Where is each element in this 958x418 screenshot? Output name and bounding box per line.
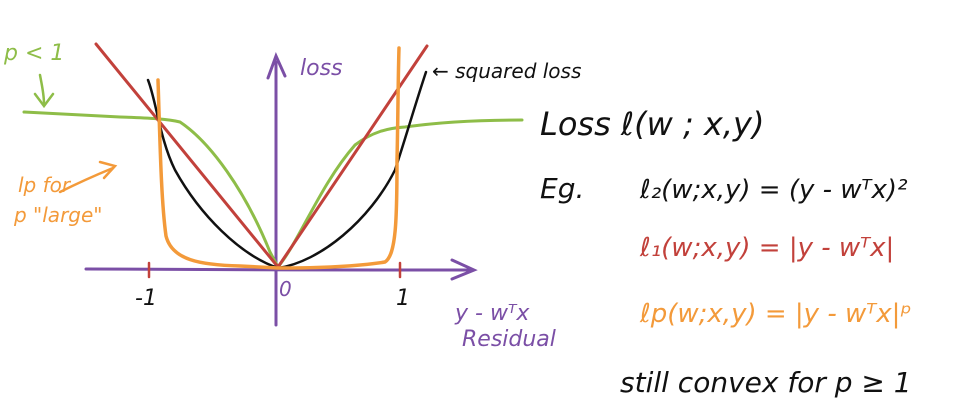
green-lp-small-curve [22,110,524,269]
x-axis-arrow-head [450,258,478,281]
l1-equation: ℓ₁(w;x,y) = |y - wᵀx| [639,233,894,263]
tick-label-0: 0 [279,277,292,301]
p-less-1-arrow [33,73,55,109]
curves [22,42,524,270]
x-axis-line [84,267,472,272]
tick-label-neg1: -1 [135,286,157,311]
y-axis-arrow-head [266,52,287,80]
convexity-note: still convex for p ≥ 1 [620,366,912,399]
squared-loss-label: ← squared loss [432,59,581,83]
lp-equation: ℓp(w;x,y) = |y - wᵀx|ᵖ [639,299,912,329]
tick-label-pos1: 1 [396,286,410,311]
lp-for-label-line1: lp for [18,173,72,197]
black-squared-loss-curve [146,70,428,270]
x-axis-label-line2: Residual [462,327,556,352]
ticks [147,261,402,279]
loss-definition: Loss ℓ(w ; x,y) [540,105,764,143]
eg-label: Eg. [540,172,584,205]
p-less-1-label: p < 1 [3,41,64,66]
orange-lp-large-curve [156,46,401,270]
l2-equation: ℓ₂(w;x,y) = (y - wᵀx)² [639,175,908,205]
lp-arrow [58,160,118,194]
y-axis-label: loss [300,56,343,81]
x-axis-label-line1: y - wᵀx [454,301,530,326]
lp-for-label-line2: p "large" [13,203,103,227]
axes [84,52,478,327]
